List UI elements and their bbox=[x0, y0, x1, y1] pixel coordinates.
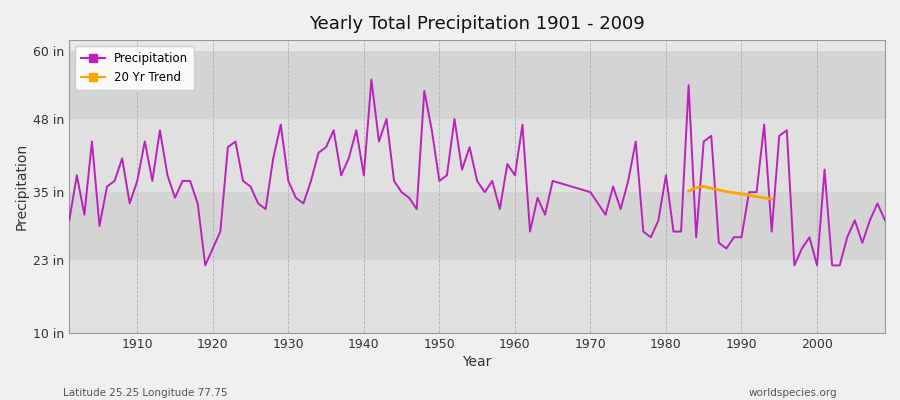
Bar bbox=[69, 119, 885, 192]
Legend: Precipitation, 20 Yr Trend: Precipitation, 20 Yr Trend bbox=[76, 46, 194, 90]
Text: worldspecies.org: worldspecies.org bbox=[749, 388, 837, 398]
Title: Yearly Total Precipitation 1901 - 2009: Yearly Total Precipitation 1901 - 2009 bbox=[310, 15, 645, 33]
Bar bbox=[69, 192, 885, 260]
Text: Latitude 25.25 Longitude 77.75: Latitude 25.25 Longitude 77.75 bbox=[63, 388, 228, 398]
Bar bbox=[69, 51, 885, 119]
Y-axis label: Precipitation: Precipitation bbox=[15, 143, 29, 230]
X-axis label: Year: Year bbox=[463, 355, 491, 369]
Bar bbox=[69, 260, 885, 333]
